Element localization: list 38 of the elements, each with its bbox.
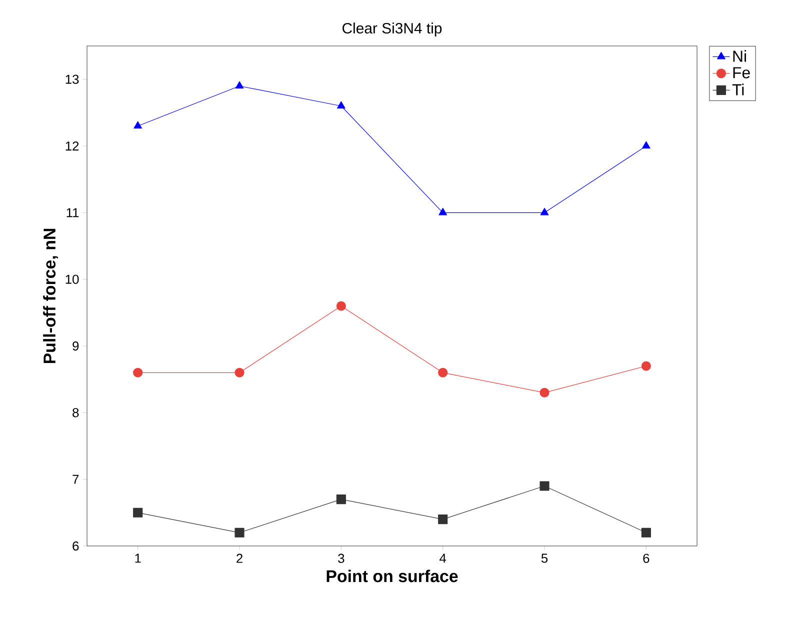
y-tick-label: 10 [66, 274, 79, 284]
point [540, 208, 549, 216]
point [234, 528, 244, 538]
point [438, 208, 448, 216]
point [133, 368, 143, 378]
point [234, 368, 244, 378]
point [336, 301, 346, 311]
y-tick-label: 11 [66, 208, 79, 218]
point [134, 121, 142, 129]
y-tick-label: 9 [72, 341, 79, 351]
point [438, 368, 448, 378]
chart-title: Clear Si3N4 tip [342, 22, 442, 36]
point [336, 101, 346, 109]
y-tick-label: 8 [72, 408, 79, 418]
point [540, 388, 550, 398]
x-axis-title: Point on surface [326, 570, 458, 582]
legend-label: Ti [732, 84, 744, 96]
legend-label: Fe [733, 67, 750, 78]
point [641, 528, 651, 538]
x-tick-label: 5 [541, 554, 548, 563]
y-axis-title: Pull-off force, nN [43, 228, 58, 364]
point [642, 141, 650, 149]
point [336, 494, 346, 504]
y-tick-label: 12 [66, 141, 79, 151]
y-tick-label: 7 [72, 474, 79, 484]
x-tick-label: 1 [135, 554, 141, 563]
y-tick-label: 13 [66, 74, 79, 84]
point [235, 81, 244, 89]
point [641, 361, 651, 371]
x-tick-label: 6 [643, 554, 650, 563]
legend-label: Ni [733, 50, 746, 62]
point [540, 481, 550, 491]
x-tick-label: 2 [236, 554, 242, 563]
x-tick-label: 4 [440, 554, 446, 563]
x-tick-label: 3 [338, 554, 344, 563]
point [133, 508, 143, 518]
y-tick-label: 6 [72, 541, 79, 551]
point [438, 514, 448, 524]
